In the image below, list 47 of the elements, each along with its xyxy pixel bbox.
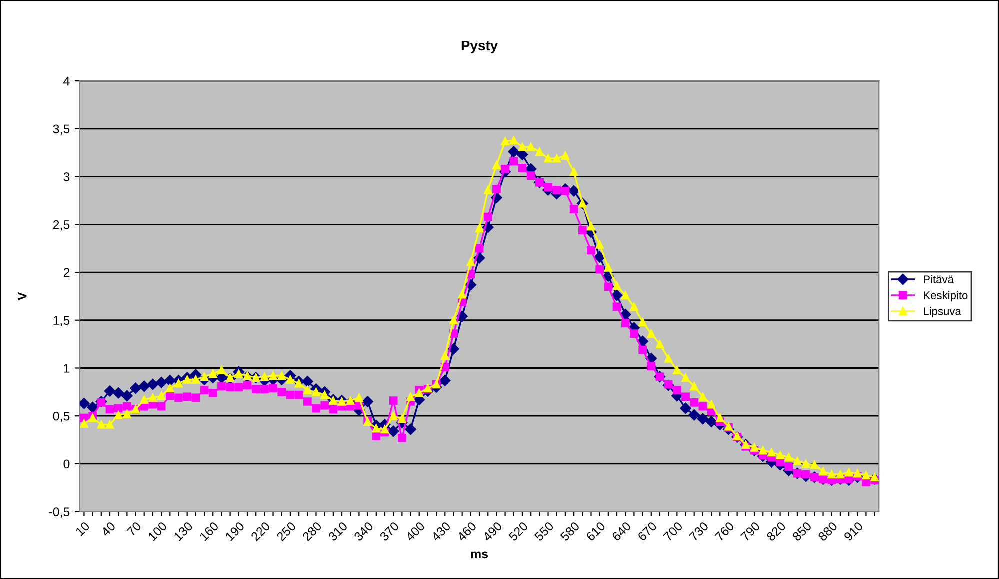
x-tick-label: 760 <box>714 521 735 542</box>
x-tick-label: 790 <box>740 521 761 542</box>
x-tick-label: 880 <box>818 521 838 542</box>
x-tick-label: 40 <box>100 521 116 537</box>
y-tick-label: 3,5 <box>53 124 70 136</box>
x-tick-label: 10 <box>75 521 90 537</box>
x-tick-label: 250 <box>276 521 297 542</box>
legend-label: Lipsuva <box>924 307 962 318</box>
x-tick-label: 910 <box>844 521 864 542</box>
legend-label: Keskipito <box>924 291 968 302</box>
x-tick-label: 460 <box>456 521 478 542</box>
x-tick-label: 670 <box>637 521 658 542</box>
x-tick-label: 190 <box>225 521 246 542</box>
y-tick-label: 4 <box>64 76 70 86</box>
x-tick-label: 130 <box>174 521 194 542</box>
x-tick-label: 400 <box>405 521 426 542</box>
x-tick-label: 340 <box>354 521 374 542</box>
x-tick-label: 220 <box>250 521 271 542</box>
x-tick-label: 310 <box>328 521 348 542</box>
y-tick-label: 1,5 <box>54 316 70 327</box>
x-tick-label: 370 <box>379 521 400 542</box>
x-tick-label: 820 <box>766 521 786 542</box>
x-tick-label: 610 <box>586 521 606 542</box>
y-tick-label: 2,5 <box>53 220 70 231</box>
x-tick-label: 70 <box>126 521 142 537</box>
x-tick-label: 700 <box>663 521 684 542</box>
chart-title: Pysty <box>462 40 498 54</box>
y-tick-label: 2 <box>64 268 70 278</box>
x-tick-label: 550 <box>534 521 554 542</box>
x-axis-title: ms <box>471 552 488 559</box>
x-tick-label: 490 <box>482 521 503 542</box>
x-tick-label: 730 <box>688 521 710 542</box>
y-tick-label: 0,5 <box>53 412 70 422</box>
y-tick-label: 0 <box>64 460 70 469</box>
y-tick-label: 3 <box>64 172 70 182</box>
legend-label: Pitävä <box>924 275 954 284</box>
x-tick-label: 580 <box>560 521 580 542</box>
x-tick-label: 850 <box>792 521 812 542</box>
x-tick-label: 640 <box>612 521 632 542</box>
y-tick-label: -0,5 <box>49 508 70 518</box>
y-axis-title: V <box>18 292 27 301</box>
y-tick-label: 1 <box>64 364 70 373</box>
x-tick-label: 520 <box>508 521 529 542</box>
x-tick-label: 100 <box>148 521 168 542</box>
x-tick-label: 160 <box>199 521 220 542</box>
x-tick-label: 430 <box>430 521 452 542</box>
x-tick-label: 280 <box>302 521 322 542</box>
